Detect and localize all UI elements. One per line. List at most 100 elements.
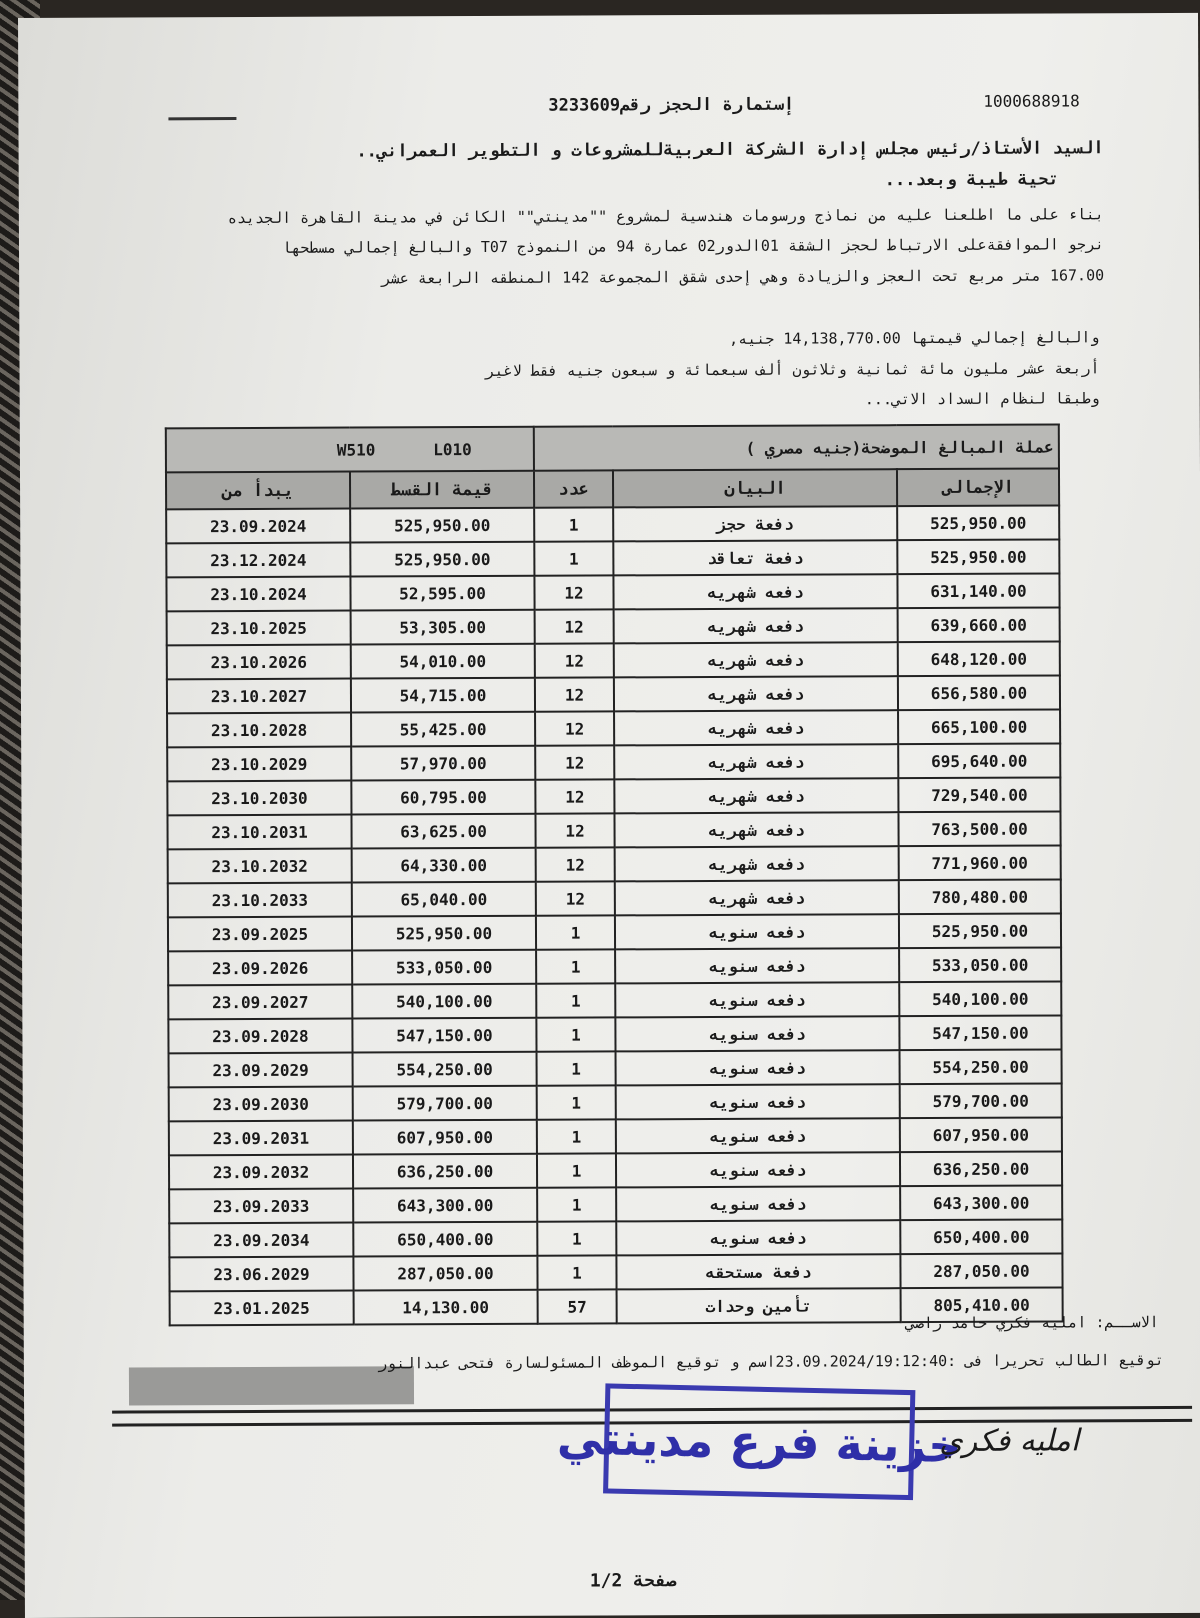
cell-description: دفعه سنويه [616,1220,901,1256]
table-row: 23.09.2028 547,150.00 1 دفعه سنويه 547,150.0… [168,1015,1062,1054]
table-row: 23.09.2029 554,250.00 1 دفعه سنويه 554,250.0… [168,1049,1062,1088]
cell-count: 12 [535,813,615,848]
cell-count: 57 [537,1289,617,1324]
unit-codes: W510 L010 [165,426,534,473]
cell-count: 12 [535,779,615,814]
cell-installment: 554,250.00 [352,1051,537,1087]
letter-line-3: 167.00 متر مربع تحت العجز والزيادة وهي إ… [381,266,1105,288]
header-start-date: يبدأ من [165,471,351,510]
cell-installment: 53,305.00 [350,609,535,645]
table-row: 23.12.2024 525,950.00 1 دفعة تعاقد 525,950.0… [166,539,1060,578]
cell-start: 23.06.2029 [169,1256,354,1292]
cell-description: دفعه سنويه [615,982,900,1018]
header-count: عدد [533,470,614,508]
cell-start: 23.10.2024 [166,576,351,612]
cell-installment: 525,950.00 [350,541,535,577]
table-row: 23.09.2032 636,250.00 1 دفعه سنويه 636,250.0… [168,1151,1063,1190]
applicant-name: الاســم: امليه فكري حامد راضي [905,1313,1159,1333]
table-row: 23.10.2028 55,425.00 12 دفعه شهريه 665,100.0… [167,709,1061,748]
cell-installment: 533,050.00 [352,949,537,985]
cell-count: 12 [535,711,615,746]
cell-description: دفعة مستحقه [616,1254,901,1290]
cell-count: 1 [536,983,616,1018]
cell-start: 23.10.2025 [166,610,351,646]
currency-note: عملة المبالغ الموضحة(جنيه مصري ) [533,424,1059,471]
cell-description: دفعه شهريه [614,880,899,916]
cell-installment: 54,715.00 [350,677,536,713]
cell-count: 12 [535,745,615,780]
cell-total: 554,250.00 [899,1049,1062,1085]
cell-start: 23.12.2024 [166,542,351,578]
table-row: 23.09.2033 643,300.00 1 دفعه سنويه 643,300.0… [169,1185,1063,1224]
cell-count: 12 [534,643,614,678]
table-row: 23.10.2026 54,010.00 12 دفعه شهريه 648,120.0… [166,641,1060,680]
cell-total: 771,960.00 [898,845,1061,881]
header-installment: قيمة القسط [349,470,535,509]
table-row: 23.09.2034 650,400.00 1 دفعه سنويه 650,400.0… [169,1219,1063,1258]
cell-total: 525,950.00 [897,539,1060,575]
highlight-mark [128,1366,415,1406]
greeting: تحية طيبة وبعد... [884,169,1059,191]
letter-line-1: بناء على ما اطلعنا عليه من نماذج ورسومات… [227,205,1104,228]
table-row: 23.10.2025 53,305.00 12 دفعه شهريه 639,660.0… [166,607,1060,646]
cell-installment: 636,250.00 [352,1153,538,1189]
page-number: صفحة 1/2 [589,1570,677,1592]
cell-start: 23.09.2026 [168,950,353,986]
letter-line-2: نرجو الموافقةعلى الارتباط لحجز الشقة 01ا… [282,235,1105,257]
reference-number: 1000688918 [983,91,1080,111]
cell-description: دفعه سنويه [615,1152,901,1188]
cell-description: دفعه سنويه [615,948,900,984]
cell-count: 1 [535,915,616,950]
cell-total: 533,050.00 [899,947,1062,983]
document-page: 1000688918 إستمارة الحجز رقم3233609 السي… [18,12,1200,1618]
cell-total: 636,250.00 [899,1151,1063,1187]
cell-total: 525,950.00 [897,505,1060,541]
cell-total: 525,950.00 [898,913,1062,949]
cell-start: 23.10.2033 [167,882,352,918]
header-total: الإجمالى [896,468,1060,507]
cell-installment: 54,010.00 [350,643,535,679]
cell-total: 547,150.00 [899,1015,1062,1051]
signature-line: توقيع الطالب تحريرا فى :23.09.2024/19:12… [378,1351,1164,1373]
cell-count: 1 [534,507,614,542]
cell-start: 23.01.2025 [169,1290,354,1326]
cell-start: 23.09.2032 [168,1154,354,1190]
cell-installment: 55,425.00 [351,711,536,747]
cell-installment: 525,950.00 [350,507,535,543]
cell-start: 23.09.2029 [168,1052,353,1088]
cell-total: 540,100.00 [899,981,1062,1017]
cell-description: دفعة تعاقد [613,540,898,576]
table-row: 23.09.2024 525,950.00 1 دفعة حجز 525,950.00 [166,505,1060,544]
cell-count: 12 [534,575,614,610]
table-row: 23.09.2027 540,100.00 1 دفعه سنويه 540,100.0… [168,981,1062,1020]
cell-description: دفعه سنويه [615,1050,900,1086]
cell-description: دفعه شهريه [614,846,899,882]
cell-description: دفعه شهريه [613,642,898,678]
cell-count: 12 [535,847,615,882]
table-row: 23.09.2026 533,050.00 1 دفعه سنويه 533,050.0… [168,947,1062,986]
cell-total: 665,100.00 [898,709,1061,745]
cell-installment: 60,795.00 [351,779,536,815]
table-row: 23.06.2029 287,050.00 1 دفعة مستحقه 287,050.… [169,1253,1063,1292]
handwritten-signature: امليه فكري [939,1423,1080,1459]
cell-count: 1 [536,1051,616,1086]
cell-total: 607,950.00 [899,1117,1062,1153]
cell-installment: 525,950.00 [351,915,537,951]
cell-installment: 579,700.00 [352,1085,537,1121]
cell-installment: 547,150.00 [352,1017,537,1053]
cell-total: 780,480.00 [898,879,1061,915]
payment-schedule-table: W510 L010 عملة المبالغ الموضحة(جنيه مصري… [165,423,1064,1326]
payment-plan-line: وطبقا لنظام السداد الاتي... [864,389,1100,409]
cell-start: 23.09.2024 [166,508,351,544]
header-description: البيان [612,469,898,508]
cell-total: 656,580.00 [897,675,1061,711]
cell-description: دفعه شهريه [613,676,899,712]
cell-description: دفعه سنويه [615,1084,900,1120]
cell-installment: 287,050.00 [353,1255,538,1291]
cell-count: 1 [534,541,614,576]
cell-installment: 52,595.00 [350,575,535,611]
cell-description: دفعه شهريه [613,574,898,610]
cell-start: 23.10.2029 [167,746,352,782]
cell-description: دفعه سنويه [615,1118,900,1154]
cell-description: دفعة حجز [613,506,898,542]
